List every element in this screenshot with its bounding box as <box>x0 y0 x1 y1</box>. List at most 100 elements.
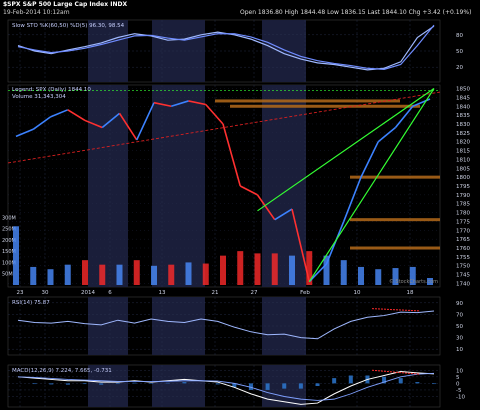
macd-histogram-bar <box>32 383 37 385</box>
price-segment <box>291 208 311 282</box>
price-segment <box>222 123 242 187</box>
rsi-tick: 90 <box>456 301 463 307</box>
macd-histogram-bar <box>182 382 187 384</box>
price-tick: 1830 <box>456 122 470 128</box>
volume-bar <box>116 264 123 285</box>
volume-bar <box>254 253 261 285</box>
price-tick: 1800 <box>456 175 470 181</box>
macd-histogram-bar <box>298 383 303 389</box>
rsi-tick: 10 <box>456 347 463 353</box>
highlight-band <box>88 365 128 407</box>
x-axis-label: 30 <box>42 290 49 296</box>
macd-histogram-bar <box>165 382 170 384</box>
support-band <box>230 104 420 108</box>
x-axis-label: 18 <box>407 290 414 296</box>
price-tick: 1850 <box>456 87 470 93</box>
price-tick: 1820 <box>456 140 470 146</box>
long-trendline <box>7 91 441 164</box>
price-tick: 1805 <box>456 166 470 172</box>
price-tick: 1840 <box>456 104 470 110</box>
macd-histogram-bar <box>65 383 70 385</box>
volume-bar <box>99 264 106 285</box>
support-band <box>350 218 440 222</box>
volume-bar <box>427 278 433 285</box>
price-legend: Legend: SPX (Daily) 1844.10 <box>12 87 91 93</box>
price-tick: 1785 <box>456 202 470 208</box>
price-segment <box>188 100 206 106</box>
price-segment <box>32 116 51 130</box>
macd-histogram-bar <box>348 375 353 384</box>
volume-bar <box>202 263 209 285</box>
support-band <box>215 99 400 103</box>
highlight-band <box>152 365 205 407</box>
price-segment <box>239 185 258 196</box>
rsi-line <box>17 310 435 340</box>
volume-bar <box>185 262 192 285</box>
volume-tick: 100M <box>2 260 16 266</box>
rsi-divergence-line <box>371 308 421 312</box>
panel-macd <box>7 364 441 408</box>
sto-tick: 50 <box>456 49 463 55</box>
volume-bar <box>392 268 399 285</box>
x-axis-label: 6 <box>108 290 112 296</box>
sto-tick: 20 <box>456 65 463 71</box>
macd-histogram-bar <box>82 383 87 385</box>
macd-divergence-line <box>371 369 421 375</box>
price-tick: 1810 <box>456 157 470 163</box>
price-segment <box>171 100 189 108</box>
highlight-band <box>152 85 205 287</box>
macd-histogram-bar <box>415 382 420 384</box>
price-tick: 1845 <box>456 95 470 101</box>
x-axis-label: 13 <box>159 290 166 296</box>
price-tick: 1780 <box>456 211 470 217</box>
volume-bar <box>64 264 71 285</box>
price-tick: 1740 <box>456 281 470 287</box>
x-axis-label: 23 <box>17 290 24 296</box>
price-tick: 1750 <box>456 264 470 270</box>
macd-tick: -5 <box>456 388 462 394</box>
volume-bar <box>13 226 19 285</box>
macd-histogram-bar <box>232 383 237 388</box>
price-segment <box>67 109 86 122</box>
chart-date: 19-Feb-2014 10:12am <box>3 9 70 16</box>
price-segment <box>101 112 121 129</box>
price-segment <box>153 101 172 108</box>
macd-histogram-bar <box>248 383 253 390</box>
macd-histogram-bar <box>149 383 154 384</box>
macd-line <box>17 371 435 405</box>
price-tick: 1775 <box>456 219 470 225</box>
price-segment <box>377 126 397 143</box>
macd-tick: 10 <box>456 368 463 374</box>
volume-tick: 200M <box>2 238 16 244</box>
support-band <box>350 246 440 250</box>
price-segment <box>394 105 414 129</box>
volume-bar <box>306 251 313 285</box>
macd-tick: 0 <box>456 381 460 387</box>
macd-histogram-bar <box>132 382 137 384</box>
volume-bar <box>237 251 244 285</box>
watermark: © StockCharts.com <box>389 278 438 285</box>
volume-bar <box>323 255 330 285</box>
price-segment <box>360 141 379 178</box>
quote-line: Open 1836.80 High 1844.48 Low 1836.15 La… <box>240 9 472 16</box>
x-axis-label: 27 <box>251 290 258 296</box>
price-segment <box>84 119 103 129</box>
price-segment <box>136 102 155 141</box>
price-tick: 1815 <box>456 149 470 155</box>
x-axis-label: 10 <box>354 290 361 296</box>
volume-bar <box>358 266 364 285</box>
chart-header: $SPX S&P 500 Large Cap Index INDX 19-Feb… <box>0 0 480 20</box>
volume-tick: 50M <box>2 272 13 278</box>
volume-bar <box>375 269 382 285</box>
price-tick: 1825 <box>456 131 470 137</box>
macd-histogram-bar <box>115 383 120 385</box>
volume-bar <box>340 260 347 285</box>
macd-histogram-bar <box>332 378 337 384</box>
volume-tick: 150M <box>2 249 16 255</box>
volume-bar <box>47 269 54 285</box>
price-tick: 1755 <box>456 255 470 261</box>
macd-histogram-bar <box>265 383 270 390</box>
macd-histogram-bar <box>398 378 403 384</box>
sto-line-1 <box>17 24 435 70</box>
